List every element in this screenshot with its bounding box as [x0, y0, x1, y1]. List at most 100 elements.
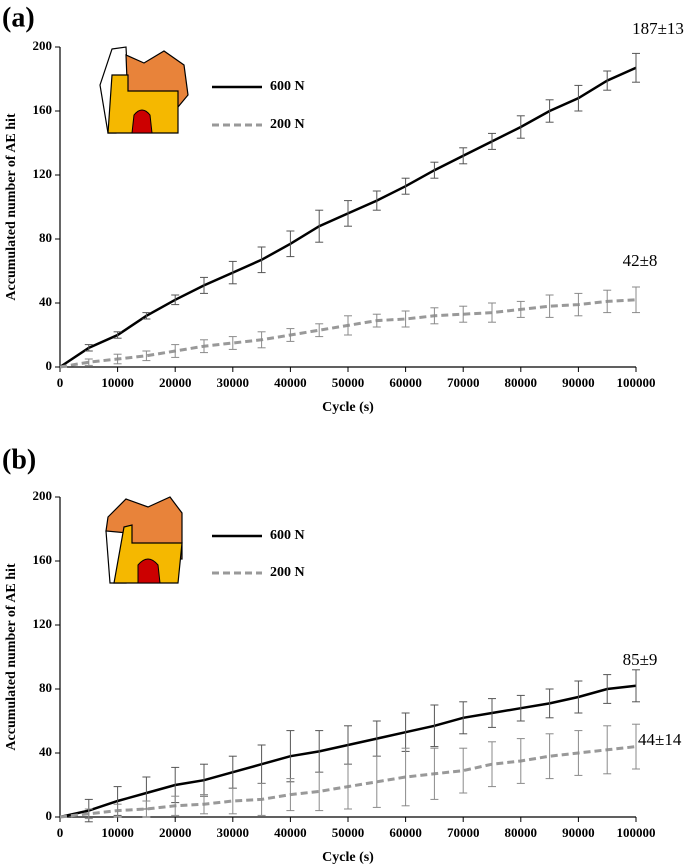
annotation: 187±13: [632, 19, 684, 38]
annotation: 85±9: [623, 650, 658, 669]
error-bar: [603, 725, 612, 775]
error-bar: [459, 305, 468, 323]
annotation: 44±14: [638, 730, 682, 749]
x-tick-label: 40000: [274, 375, 307, 390]
error-bar: [459, 701, 468, 735]
x-tick-label: 10000: [101, 825, 134, 840]
error-bar: [632, 52, 640, 83]
annotation: 42±8: [623, 251, 658, 270]
y-tick-label: 80: [39, 230, 52, 245]
error-bar: [257, 331, 266, 349]
x-tick-label: 10000: [101, 375, 134, 390]
error-bar: [84, 358, 93, 366]
error-bar: [574, 680, 583, 714]
x-tick-label: 0: [57, 825, 64, 840]
error-bar: [315, 209, 324, 243]
y-tick-label: 120: [33, 616, 53, 631]
error-bar: [315, 323, 324, 338]
y-tick-label: 120: [33, 166, 53, 181]
error-bar: [286, 778, 295, 812]
error-bar: [142, 800, 151, 818]
x-tick-label: 30000: [217, 375, 250, 390]
error-bar: [113, 331, 122, 339]
error-bar: [430, 704, 439, 748]
error-bar: [545, 294, 554, 318]
error-bar: [545, 99, 554, 123]
error-bar: [84, 344, 93, 352]
error-bar: [200, 276, 208, 294]
x-tick-label: 90000: [562, 825, 595, 840]
error-bar: [430, 161, 439, 179]
error-bar: [286, 230, 295, 258]
x-tick-label: 40000: [274, 825, 307, 840]
x-tick-label: 70000: [447, 375, 480, 390]
y-tick-label: 40: [39, 294, 52, 309]
error-bar: [488, 741, 496, 788]
x-tick-label: 20000: [159, 375, 192, 390]
error-bar: [401, 177, 410, 195]
x-tick-label: 100000: [617, 825, 656, 840]
error-bar: [228, 260, 237, 285]
x-tick-label: 50000: [332, 375, 365, 390]
error-bar: [401, 747, 410, 807]
x-tick-label: 20000: [159, 825, 192, 840]
error-bar: [488, 698, 496, 728]
error-bar: [603, 70, 612, 91]
tooth-icon-b: [105, 496, 183, 584]
y-axis-title: Accumulated number of AE hit: [4, 563, 19, 751]
error-bar: [228, 336, 237, 350]
error-bar: [603, 674, 612, 704]
x-tick-label: 50000: [332, 825, 365, 840]
y-tick-label: 80: [39, 680, 52, 695]
error-bar: [632, 669, 640, 703]
legend-label: 200 N: [270, 117, 305, 132]
error-bar: [171, 344, 180, 358]
legend-label: 600 N: [270, 528, 305, 543]
error-bar: [200, 794, 208, 815]
legend-label: 600 N: [270, 79, 305, 94]
x-axis-title: Cycle (s): [322, 400, 374, 415]
error-bar: [488, 302, 496, 323]
error-bar: [545, 733, 554, 780]
error-bar: [545, 688, 554, 719]
error-bar: [257, 246, 266, 274]
error-bar: [632, 723, 640, 770]
y-tick-label: 200: [33, 488, 53, 503]
error-bar: [200, 339, 208, 354]
error-bar: [430, 747, 439, 800]
error-bar: [84, 808, 93, 820]
error-bar: [430, 307, 439, 325]
y-tick-label: 160: [33, 552, 53, 567]
x-tick-label: 0: [57, 375, 64, 390]
panel-label: (b): [2, 444, 36, 475]
x-tick-label: 80000: [505, 825, 538, 840]
error-bar: [574, 730, 583, 776]
legend-label: 200 N: [270, 565, 305, 580]
y-axis-title: Accumulated number of AE hit: [4, 113, 19, 301]
error-bar: [574, 84, 583, 112]
error-bar: [257, 782, 266, 816]
error-bar: [574, 292, 583, 317]
error-bar: [372, 190, 381, 211]
x-axis-title: Cycle (s): [322, 850, 374, 865]
x-tick-label: 30000: [217, 825, 250, 840]
error-bar: [113, 803, 122, 818]
error-bar: [459, 147, 468, 165]
error-bar: [459, 747, 468, 794]
error-bar: [171, 294, 180, 306]
error-bar: [315, 771, 324, 812]
error-bar: [516, 694, 525, 722]
error-bar: [344, 763, 352, 810]
error-bar: [142, 350, 151, 362]
y-tick-label: 40: [39, 744, 52, 759]
x-tick-label: 80000: [505, 375, 538, 390]
error-bar: [401, 310, 410, 328]
x-tick-label: 60000: [389, 825, 422, 840]
error-bar: [516, 115, 525, 139]
y-tick-label: 200: [33, 38, 53, 53]
error-bar: [171, 795, 180, 816]
x-tick-label: 100000: [617, 375, 656, 390]
y-tick-label: 0: [46, 808, 53, 823]
error-bar: [344, 315, 352, 336]
